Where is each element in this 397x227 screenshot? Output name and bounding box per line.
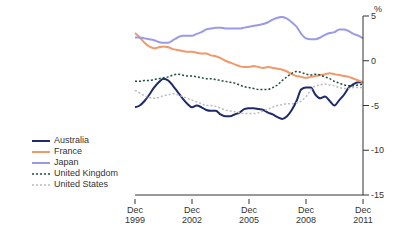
svg-text:Dec2008: Dec2008 bbox=[296, 205, 316, 225]
svg-text:-10: -10 bbox=[371, 145, 384, 155]
html-text:United Kingdom: United Kingdom bbox=[54, 168, 118, 178]
html-text:France: France bbox=[54, 146, 82, 156]
svg-text:Dec2002: Dec2002 bbox=[182, 205, 202, 225]
svg-text:Dec2005: Dec2005 bbox=[239, 205, 259, 225]
svg-text:-15: -15 bbox=[371, 190, 384, 200]
svg-text:0: 0 bbox=[371, 56, 376, 66]
html-text:United States: United States bbox=[54, 179, 108, 189]
html-text:Japan: Japan bbox=[54, 157, 79, 167]
svg-text:%: % bbox=[374, 4, 382, 14]
svg-text:-5: -5 bbox=[371, 101, 379, 111]
svg-text:5: 5 bbox=[371, 11, 376, 22]
svg-text:Dec2011: Dec2011 bbox=[353, 205, 372, 225]
svg-text:Dec1999: Dec1999 bbox=[125, 205, 145, 225]
html-text:Australia: Australia bbox=[54, 135, 89, 145]
